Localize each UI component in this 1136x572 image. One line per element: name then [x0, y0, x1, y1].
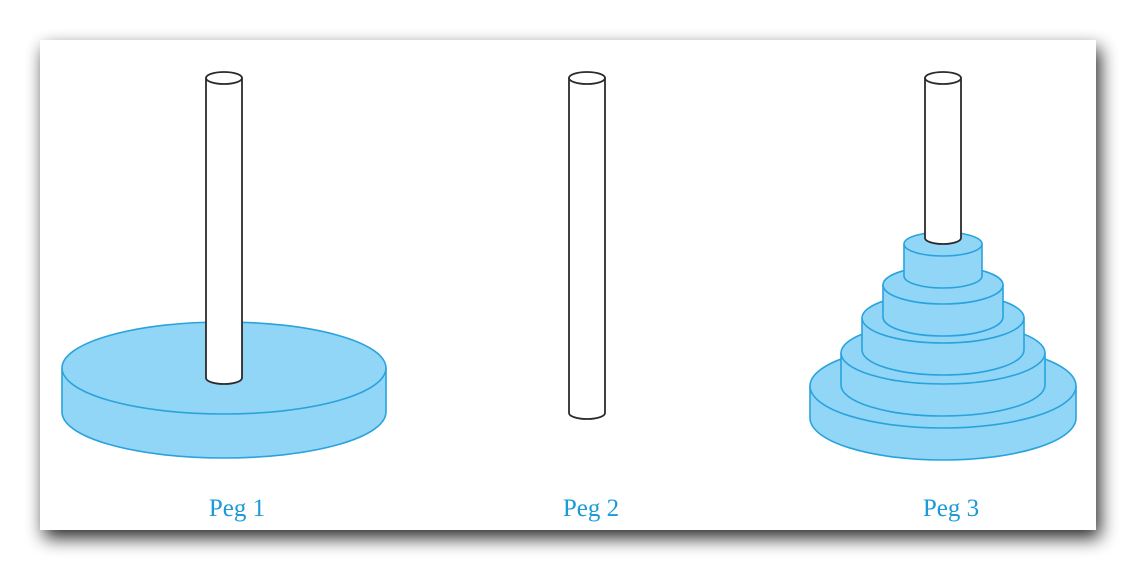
peg-3-disks — [809, 231, 1077, 461]
peg-3-rod — [924, 71, 962, 245]
peg-2-label: Peg 2 — [563, 495, 619, 522]
peg-3-label: Peg 3 — [923, 495, 979, 522]
peg-2-group: Peg 2 — [563, 71, 619, 522]
peg-1-group: Peg 1 — [61, 71, 387, 522]
peg-3-rod-cylinder — [924, 71, 962, 245]
peg-1-label: Peg 1 — [209, 495, 265, 522]
peg-3-group: Peg 3 — [809, 71, 1077, 522]
peg-2-rod — [568, 71, 606, 420]
peg-1-rod — [205, 71, 243, 385]
peg-1-rod-cylinder — [205, 71, 243, 385]
peg-2-rod-cylinder — [568, 71, 606, 420]
